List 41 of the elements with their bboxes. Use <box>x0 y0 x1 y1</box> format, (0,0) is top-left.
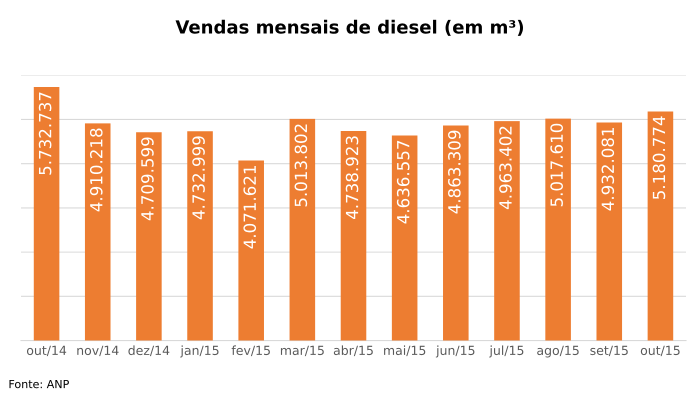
x-tick-label: nov/14 <box>77 346 119 356</box>
bar <box>494 121 520 341</box>
data-label: 4.963.402 <box>499 126 512 210</box>
data-label: 4.863.309 <box>448 130 461 214</box>
bar <box>84 123 111 341</box>
x-tick-label: jan/15 <box>180 345 219 358</box>
data-label: 4.709.599 <box>141 137 154 220</box>
data-label: 5.017.610 <box>550 124 563 206</box>
bar <box>596 122 622 341</box>
bar <box>187 131 213 341</box>
data-label: 5.732.737 <box>38 92 52 175</box>
data-label: 4.071.621 <box>243 166 256 248</box>
data-label: 5.013.802 <box>294 124 308 206</box>
x-tick-label: abr/15 <box>334 345 373 356</box>
bar <box>340 131 366 341</box>
bar <box>136 132 162 341</box>
bar <box>34 87 60 341</box>
data-label: 4.636.557 <box>396 140 410 224</box>
data-label: 5.180.774 <box>652 116 666 199</box>
x-tick-label: ago/15 <box>537 346 579 358</box>
bar <box>545 118 571 341</box>
x-tick-label: set/15 <box>590 346 628 356</box>
x-tick-label: out/14 <box>26 346 66 356</box>
bar <box>392 136 418 341</box>
data-label: 4.932.081 <box>602 128 614 210</box>
bar <box>290 118 316 341</box>
data-label: 4.738.923 <box>346 136 358 219</box>
x-tick-label: mai/15 <box>384 345 426 356</box>
x-tick-label: dez/14 <box>128 345 170 356</box>
x-tick-label: jul/15 <box>489 345 524 358</box>
bar <box>443 126 469 341</box>
chart-title: Vendas mensais de diesel (em m³) <box>176 20 524 36</box>
data-label: 4.910.218 <box>90 128 103 212</box>
x-tick-label: out/15 <box>640 346 680 356</box>
x-tick-label: mar/15 <box>280 346 324 356</box>
bar <box>648 111 674 341</box>
bar <box>238 160 264 341</box>
x-tick-label: jun/15 <box>436 345 474 358</box>
x-tick-label: fev/15 <box>232 345 270 356</box>
data-label: 4.732.999 <box>192 136 205 220</box>
source-note: Fonte: ANP <box>9 380 69 388</box>
